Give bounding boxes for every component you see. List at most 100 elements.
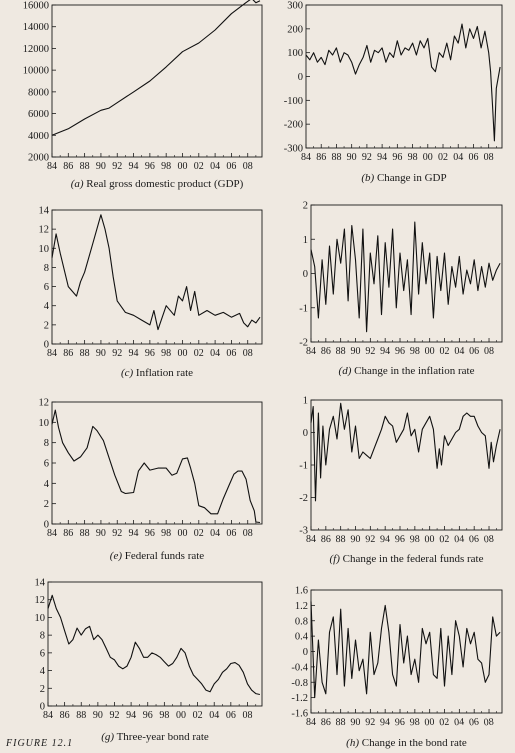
x-tick-label: 86 [321, 717, 331, 728]
x-tick-label: 90 [347, 152, 357, 163]
x-tick-label: 04 [210, 528, 220, 539]
y-tick-label: 1 [303, 396, 308, 407]
y-tick-label: 0 [303, 269, 308, 280]
x-tick-label: 88 [80, 161, 90, 172]
x-tick-label: 04 [454, 717, 465, 729]
x-tick-label: 88 [336, 534, 346, 545]
x-tick-label: 98 [410, 346, 420, 357]
caption-text: Change in the inflation rate [354, 365, 475, 377]
x-tick-label: 84 [301, 152, 311, 163]
x-tick-label: 06 [226, 528, 236, 539]
x-tick-label: 06 [226, 161, 236, 172]
x-tick-label: 06 [469, 346, 479, 357]
y-tick-label: 0 [298, 72, 303, 83]
plot-frame [310, 589, 503, 714]
figure-footer-label: FIGURE 12.1 [6, 738, 74, 749]
x-tick-label: 08 [483, 717, 494, 729]
x-tick-label: 08 [484, 152, 494, 163]
y-tick-label: 4000 [28, 131, 49, 142]
chart-b: -300 -200 -100 0 100 200 300 84 86 88 90 92 94 96 98 00… [284, 1, 503, 163]
x-tick-label: 94 [380, 346, 390, 357]
x-tick-label: 04 [454, 534, 465, 546]
panel-label: (b) [361, 172, 375, 184]
y-tick-label: 6 [40, 648, 45, 659]
y-tick-label: 200 [287, 24, 303, 35]
y-tick-label: 14 [35, 578, 46, 589]
y-tick-label: 8 [44, 438, 49, 449]
caption-text: Inflation rate [135, 367, 194, 379]
y-tick-label: -100 [284, 96, 303, 107]
x-tick-label: 02 [439, 717, 450, 729]
y-tick-label: -1 [299, 461, 308, 472]
x-tick-label: 86 [63, 161, 73, 172]
x-tick-label: 98 [409, 717, 420, 729]
caption-d: (d) Change in the inflation rate [291, 365, 515, 377]
caption-g: (g) Three-year bond rate [28, 731, 282, 743]
x-tick-label: 96 [395, 717, 406, 728]
y-tick-label: 0 [40, 702, 45, 713]
y-tick-label: 4 [40, 666, 46, 677]
plot-frame [47, 581, 263, 707]
y-tick-label: 0 [44, 520, 49, 531]
y-tick-label: 12 [35, 595, 46, 606]
x-tick-label: 06 [468, 152, 478, 163]
x-tick-label: 94 [377, 152, 387, 163]
y-tick-label: -3 [299, 526, 308, 537]
plot-frame [51, 401, 263, 525]
x-tick-label: 08 [484, 534, 495, 546]
x-tick-label: 90 [96, 528, 106, 539]
x-tick-label: 98 [161, 348, 171, 359]
y-tick-label: 8000 [28, 87, 49, 98]
x-tick-label: 94 [129, 348, 139, 359]
y-tick-label: 1.6 [295, 586, 308, 597]
x-tick-label: 02 [194, 348, 204, 359]
caption-h: (h) Change in the bond rate [291, 737, 515, 749]
x-tick-label: 04 [454, 346, 464, 357]
panel-label: (f) [329, 553, 340, 565]
x-tick-label: 94 [129, 528, 139, 539]
y-tick-label: 10 [39, 418, 50, 429]
x-tick-label: 00 [177, 348, 187, 359]
y-tick-label: 10 [39, 244, 50, 255]
caption-text: Three-year bond rate [116, 731, 209, 743]
plot-frame [310, 204, 503, 343]
y-tick-label: 12 [39, 225, 50, 236]
x-tick-label: 98 [161, 161, 171, 172]
x-tick-label: 92 [112, 528, 122, 539]
y-tick-label: 2 [303, 201, 308, 212]
y-tick-label: 2 [40, 684, 45, 695]
x-tick-label: 96 [145, 348, 155, 359]
caption-text: Change in GDP [376, 172, 447, 184]
y-tick-label: 0.4 [295, 632, 309, 643]
x-tick-label: 92 [112, 348, 122, 359]
series-line-e [51, 409, 261, 524]
x-tick-label: 00 [424, 717, 435, 729]
x-tick-label: 92 [109, 710, 119, 721]
x-tick-label: 90 [96, 161, 106, 172]
x-tick-label: 98 [410, 534, 420, 545]
x-tick-label: 94 [126, 710, 136, 721]
x-tick-label: 98 [408, 152, 418, 163]
caption-e: (e) Federal funds rate [32, 550, 282, 562]
y-tick-label: 2000 [28, 153, 49, 164]
y-tick-label: 0.8 [295, 616, 308, 627]
x-tick-label: 96 [392, 152, 402, 163]
y-tick-label: -1 [299, 303, 308, 314]
series-line-h [310, 601, 501, 699]
chart-h: -1.6 -1.2 -0.8 -0.4 0 0.4 0.8 1.2 1.6 84 86 88 90 92 9… [291, 586, 503, 729]
x-tick-label: 90 [351, 346, 361, 357]
y-tick-label: 2 [44, 499, 49, 510]
series-line-f [310, 402, 501, 502]
x-tick-label: 88 [76, 710, 86, 721]
x-tick-label: 88 [336, 346, 346, 357]
x-tick-label: 86 [63, 348, 73, 359]
x-tick-label: 94 [129, 161, 139, 172]
y-tick-label: 1 [303, 235, 308, 246]
panel-label: (g) [101, 731, 115, 743]
y-tick-label: 14 [39, 206, 50, 217]
x-tick-label: 02 [440, 346, 450, 357]
y-tick-label: 12 [39, 398, 50, 409]
caption-text: Change in the bond rate [361, 737, 467, 749]
x-tick-label: 06 [468, 717, 479, 729]
